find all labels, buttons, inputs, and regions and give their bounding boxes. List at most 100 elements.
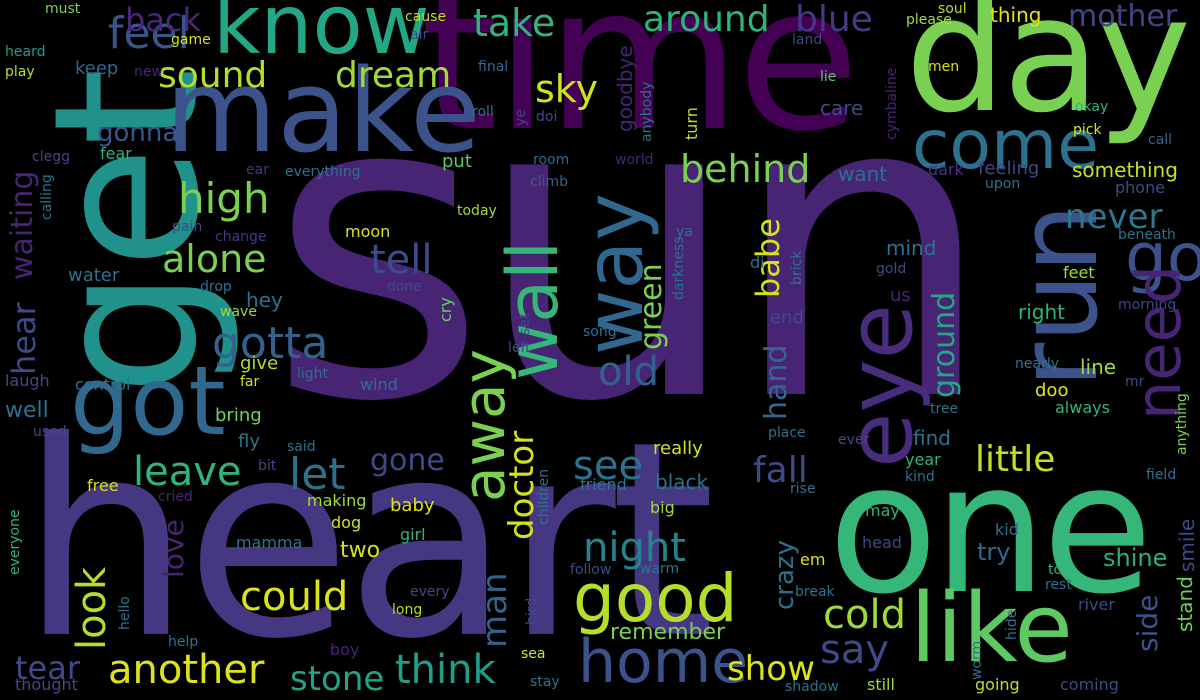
word-moon: moon <box>345 222 391 241</box>
word-turn: turn <box>682 107 701 140</box>
word-keep: keep <box>75 58 119 79</box>
word-cymbaline: cymbaline <box>884 67 900 140</box>
word-phone: phone <box>1115 178 1166 197</box>
word-final: final <box>478 59 509 75</box>
word-bit: bit <box>258 458 277 474</box>
word-set: set <box>517 313 533 335</box>
word-side: side <box>1131 594 1164 652</box>
word-soul: soul <box>938 1 967 17</box>
word-high: high <box>178 174 270 223</box>
word-ya: ya <box>676 224 693 240</box>
word-thing: thing <box>990 3 1042 27</box>
word-give: give <box>240 353 279 374</box>
word-man: man <box>475 572 515 648</box>
word-left: left <box>508 340 531 356</box>
word-di: di <box>750 253 765 272</box>
word-climb: climb <box>530 174 569 190</box>
word-got: got <box>70 347 226 457</box>
word-heard: heard <box>5 44 46 60</box>
word-us: us <box>890 285 911 306</box>
word-heart: heart <box>20 383 716 698</box>
word-doi: doi <box>536 109 558 125</box>
word-rise: rise <box>790 481 816 497</box>
word-nearly: nearly <box>1015 356 1059 372</box>
word-stay: stay <box>530 674 560 690</box>
word-thought: thought <box>15 675 78 694</box>
word-know: know <box>213 0 430 73</box>
word-mr: mr <box>1125 374 1145 390</box>
word-hear: hear <box>5 302 43 375</box>
word-gold: gold <box>876 261 907 277</box>
word-follow: follow <box>570 562 612 578</box>
word-back: back <box>125 1 202 39</box>
word-put: put <box>442 151 472 172</box>
word-bring: bring <box>215 405 262 426</box>
word-coming: coming <box>1060 675 1119 694</box>
word-try: try <box>977 538 1011 566</box>
word-kid: kid <box>995 520 1019 539</box>
word-shadow: shadow <box>785 679 839 695</box>
word-land: land <box>792 32 823 48</box>
word-tear: tear <box>15 649 80 687</box>
word-every: every <box>410 584 450 600</box>
word-field: field <box>1146 467 1177 483</box>
word-call: call <box>1148 132 1173 148</box>
word-love: love <box>157 519 190 578</box>
word-ye: ye <box>513 109 529 126</box>
word-could: could <box>240 574 349 620</box>
word-another: another <box>108 647 265 693</box>
word-black: black <box>655 470 709 494</box>
word-bird: bird <box>524 597 540 625</box>
word-take: take <box>473 1 556 45</box>
word-say: say <box>820 627 890 673</box>
word-girl: girl <box>400 525 426 544</box>
word-may: may <box>865 501 900 520</box>
word-alone: alone <box>162 237 267 281</box>
word-long: long <box>392 602 423 618</box>
word-pick: pick <box>1073 122 1102 138</box>
word-like: like <box>910 574 1073 684</box>
word-today: today <box>457 203 497 219</box>
word-everything: everything <box>285 164 361 180</box>
word-night: night <box>583 525 686 571</box>
word-dark: dark <box>928 160 964 179</box>
word-good: good <box>573 560 738 637</box>
word-warm: warm <box>640 561 680 577</box>
word-making: making <box>307 491 367 510</box>
word-sea: sea <box>521 646 546 662</box>
word-done: done <box>387 279 422 295</box>
word-always: always <box>1055 398 1110 417</box>
word-please: please <box>906 12 952 28</box>
word-feel: feel <box>108 8 190 59</box>
word-fly: fly <box>238 431 260 452</box>
word-world: world <box>615 152 654 168</box>
word-hey: hey <box>246 288 283 312</box>
word-look: look <box>69 566 115 650</box>
word-play: play <box>5 64 35 80</box>
word-wind: wind <box>360 375 398 394</box>
word-still: still <box>867 675 895 694</box>
word-doctor: doctor <box>502 430 542 540</box>
word-gone: gone <box>370 443 445 478</box>
word-room: room <box>533 152 570 168</box>
word-mamma: mamma <box>236 533 303 552</box>
word-hello: hello <box>117 596 133 630</box>
word-calling: calling <box>39 174 55 220</box>
word-well: well <box>5 398 49 423</box>
word-go: go <box>1125 219 1200 296</box>
word-ground: ground <box>927 291 962 398</box>
word-ear: ear <box>246 162 269 178</box>
word-place: place <box>768 425 806 441</box>
word-green: green <box>634 263 669 350</box>
word-dog: dog <box>331 513 362 532</box>
word-one: one <box>828 425 1153 634</box>
word-show: show <box>727 649 815 689</box>
word-drop: drop <box>200 279 232 295</box>
word-sun: sun <box>268 5 995 494</box>
word-really: really <box>653 438 703 459</box>
word-laugh: laugh <box>5 371 50 390</box>
word-time: time <box>420 0 860 176</box>
word-game: game <box>171 32 211 48</box>
word-goodbye: goodbye <box>613 45 637 132</box>
